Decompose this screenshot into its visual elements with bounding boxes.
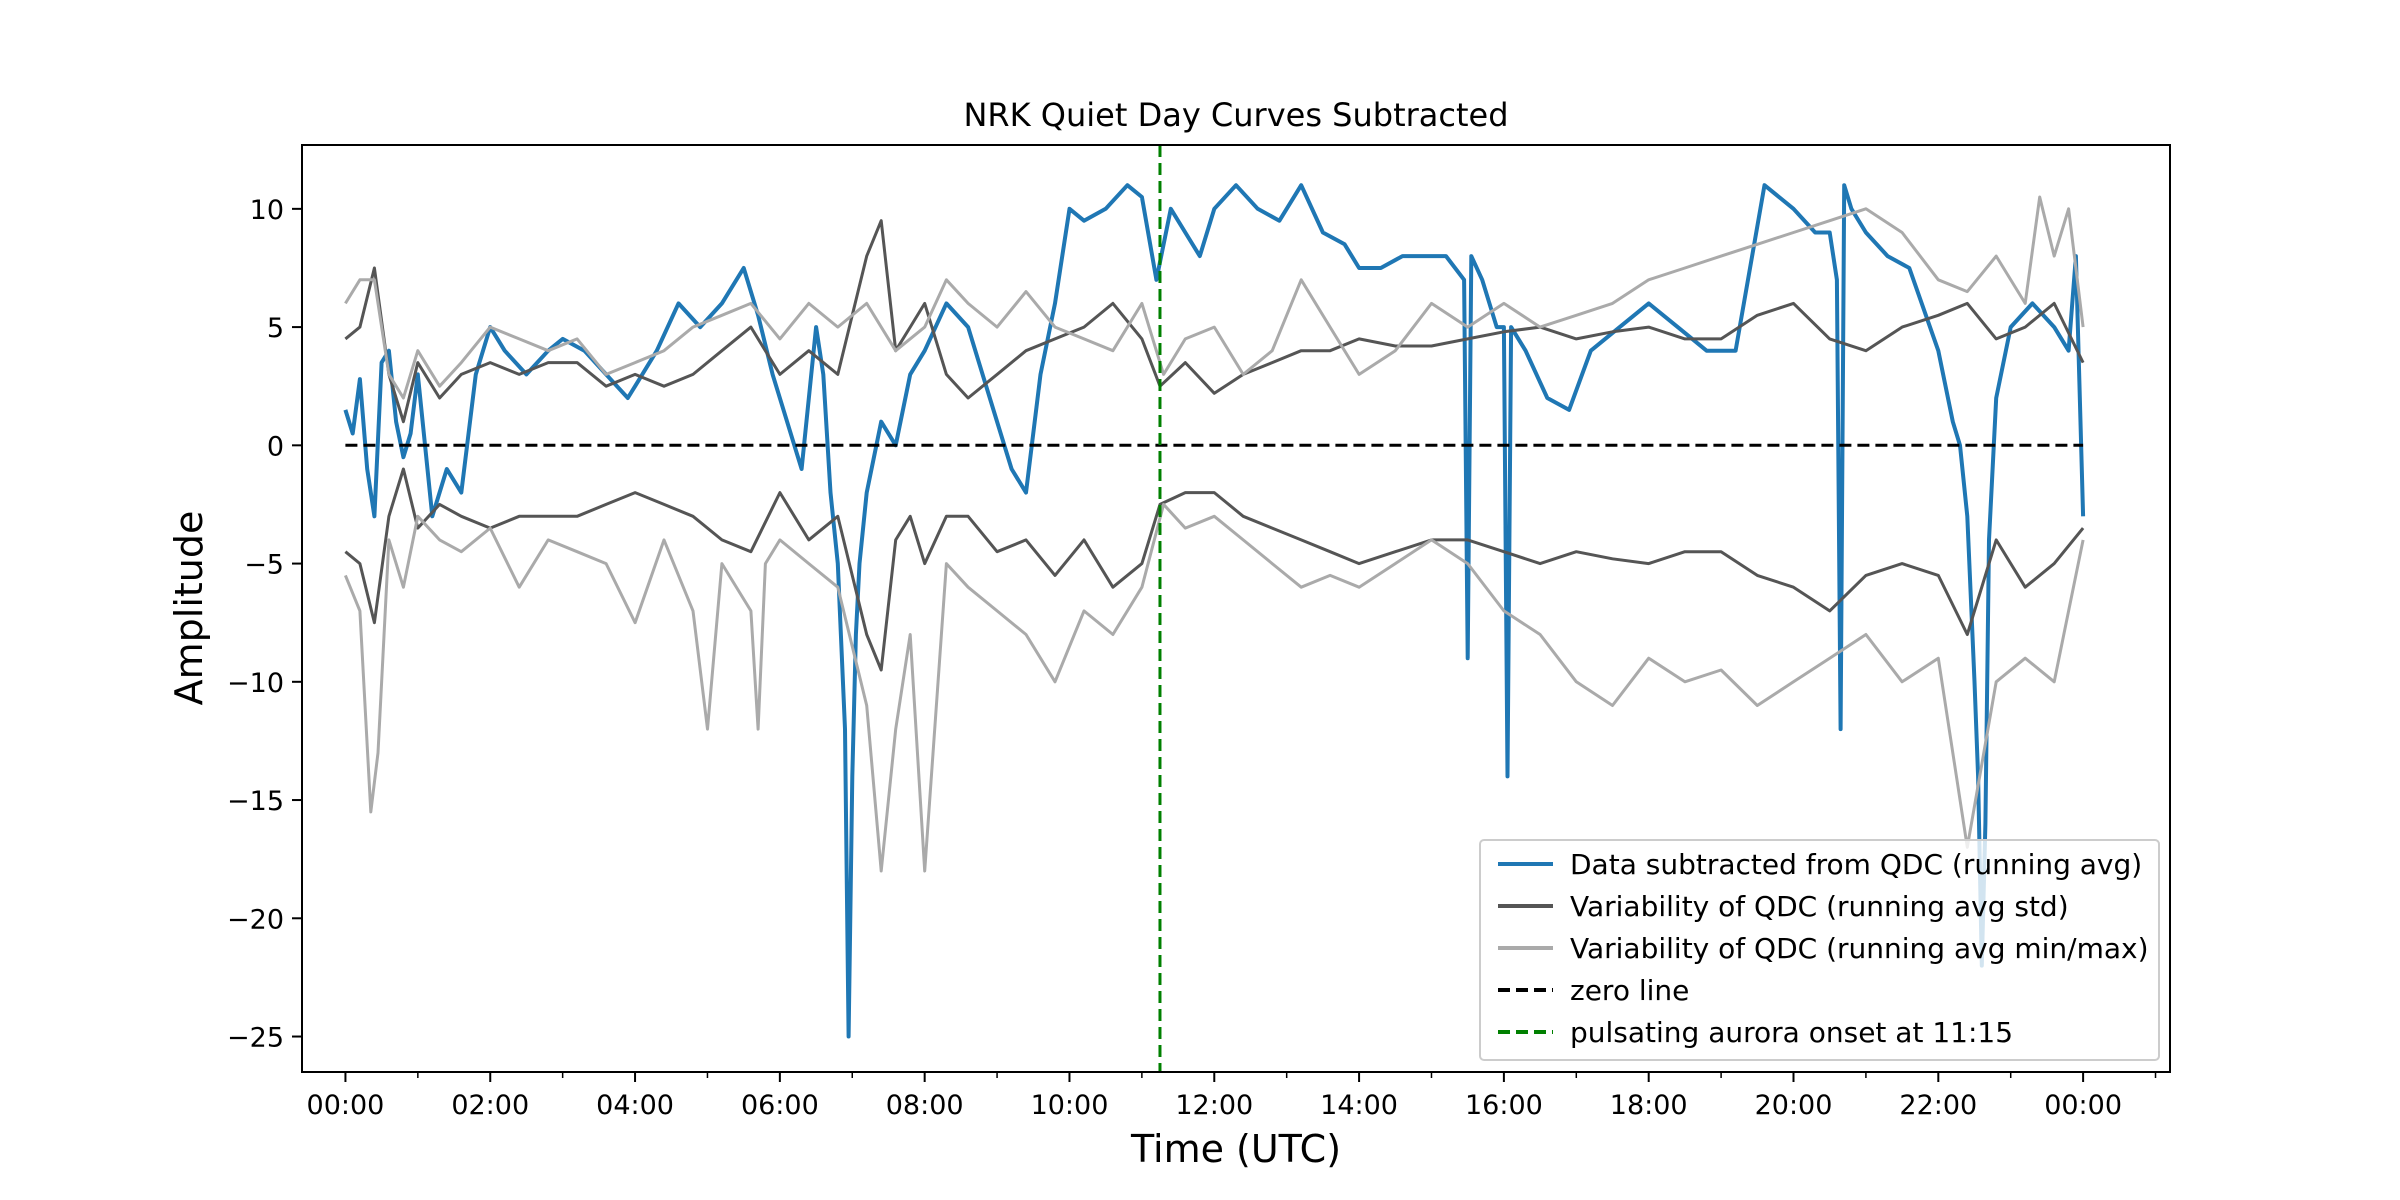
- x-tick-label: 02:00: [451, 1090, 529, 1121]
- x-tick-label: 06:00: [741, 1090, 819, 1121]
- x-tick-label: 00:00: [2044, 1090, 2122, 1121]
- y-axis-title: Amplitude: [167, 511, 211, 706]
- legend-label: Variability of QDC (running avg std): [1570, 890, 2069, 923]
- legend-label: Data subtracted from QDC (running avg): [1570, 848, 2142, 881]
- y-axis: 10 5 0 −5 −10 −15 −20 −25: [227, 195, 302, 1054]
- y-tick-label: −15: [227, 786, 284, 817]
- x-tick-label: 12:00: [1175, 1090, 1253, 1121]
- x-axis-title: Time (UTC): [1130, 1127, 1341, 1171]
- legend-label: zero line: [1570, 974, 1689, 1007]
- x-tick-label: 00:00: [307, 1090, 385, 1121]
- y-tick-label: −10: [227, 668, 284, 699]
- legend-box: [1479, 839, 2160, 1061]
- plot-series-group: [343, 145, 2086, 1072]
- y-tick-label: 5: [267, 313, 284, 344]
- series-line-1: [344, 219, 2085, 424]
- series-line-4: [344, 502, 2085, 873]
- x-tick-label: 22:00: [1899, 1090, 1977, 1121]
- x-tick-label: 18:00: [1610, 1090, 1688, 1121]
- x-tick-label: 16:00: [1465, 1090, 1543, 1121]
- x-axis: 00:00 02:00 04:00 06:00 08:00 10:00 12:00 14:00…: [307, 1072, 2157, 1121]
- series-line-3: [344, 195, 2085, 400]
- series-line-2: [344, 467, 2085, 672]
- x-tick-label: 10:00: [1031, 1090, 1109, 1121]
- y-tick-label: 10: [250, 195, 284, 226]
- y-tick-label: −5: [244, 550, 284, 581]
- legend-label: Variability of QDC (running avg min/max): [1570, 932, 2149, 965]
- x-tick-label: 04:00: [596, 1090, 674, 1121]
- x-tick-label: 20:00: [1755, 1090, 1833, 1121]
- series-line-0: [343, 183, 2086, 1039]
- y-tick-label: 0: [267, 431, 284, 462]
- x-tick-label: 14:00: [1320, 1090, 1398, 1121]
- y-tick-label: −25: [227, 1023, 284, 1054]
- plot-frame: [301, 144, 2171, 1073]
- legend-label: pulsating aurora onset at 11:15: [1570, 1016, 2013, 1049]
- y-tick-label: −20: [227, 904, 284, 935]
- chart-title: NRK Quiet Day Curves Subtracted: [963, 96, 1508, 134]
- x-tick-label: 08:00: [886, 1090, 964, 1121]
- legend: Data subtracted from QDC (running avg) Va…: [1479, 839, 2160, 1061]
